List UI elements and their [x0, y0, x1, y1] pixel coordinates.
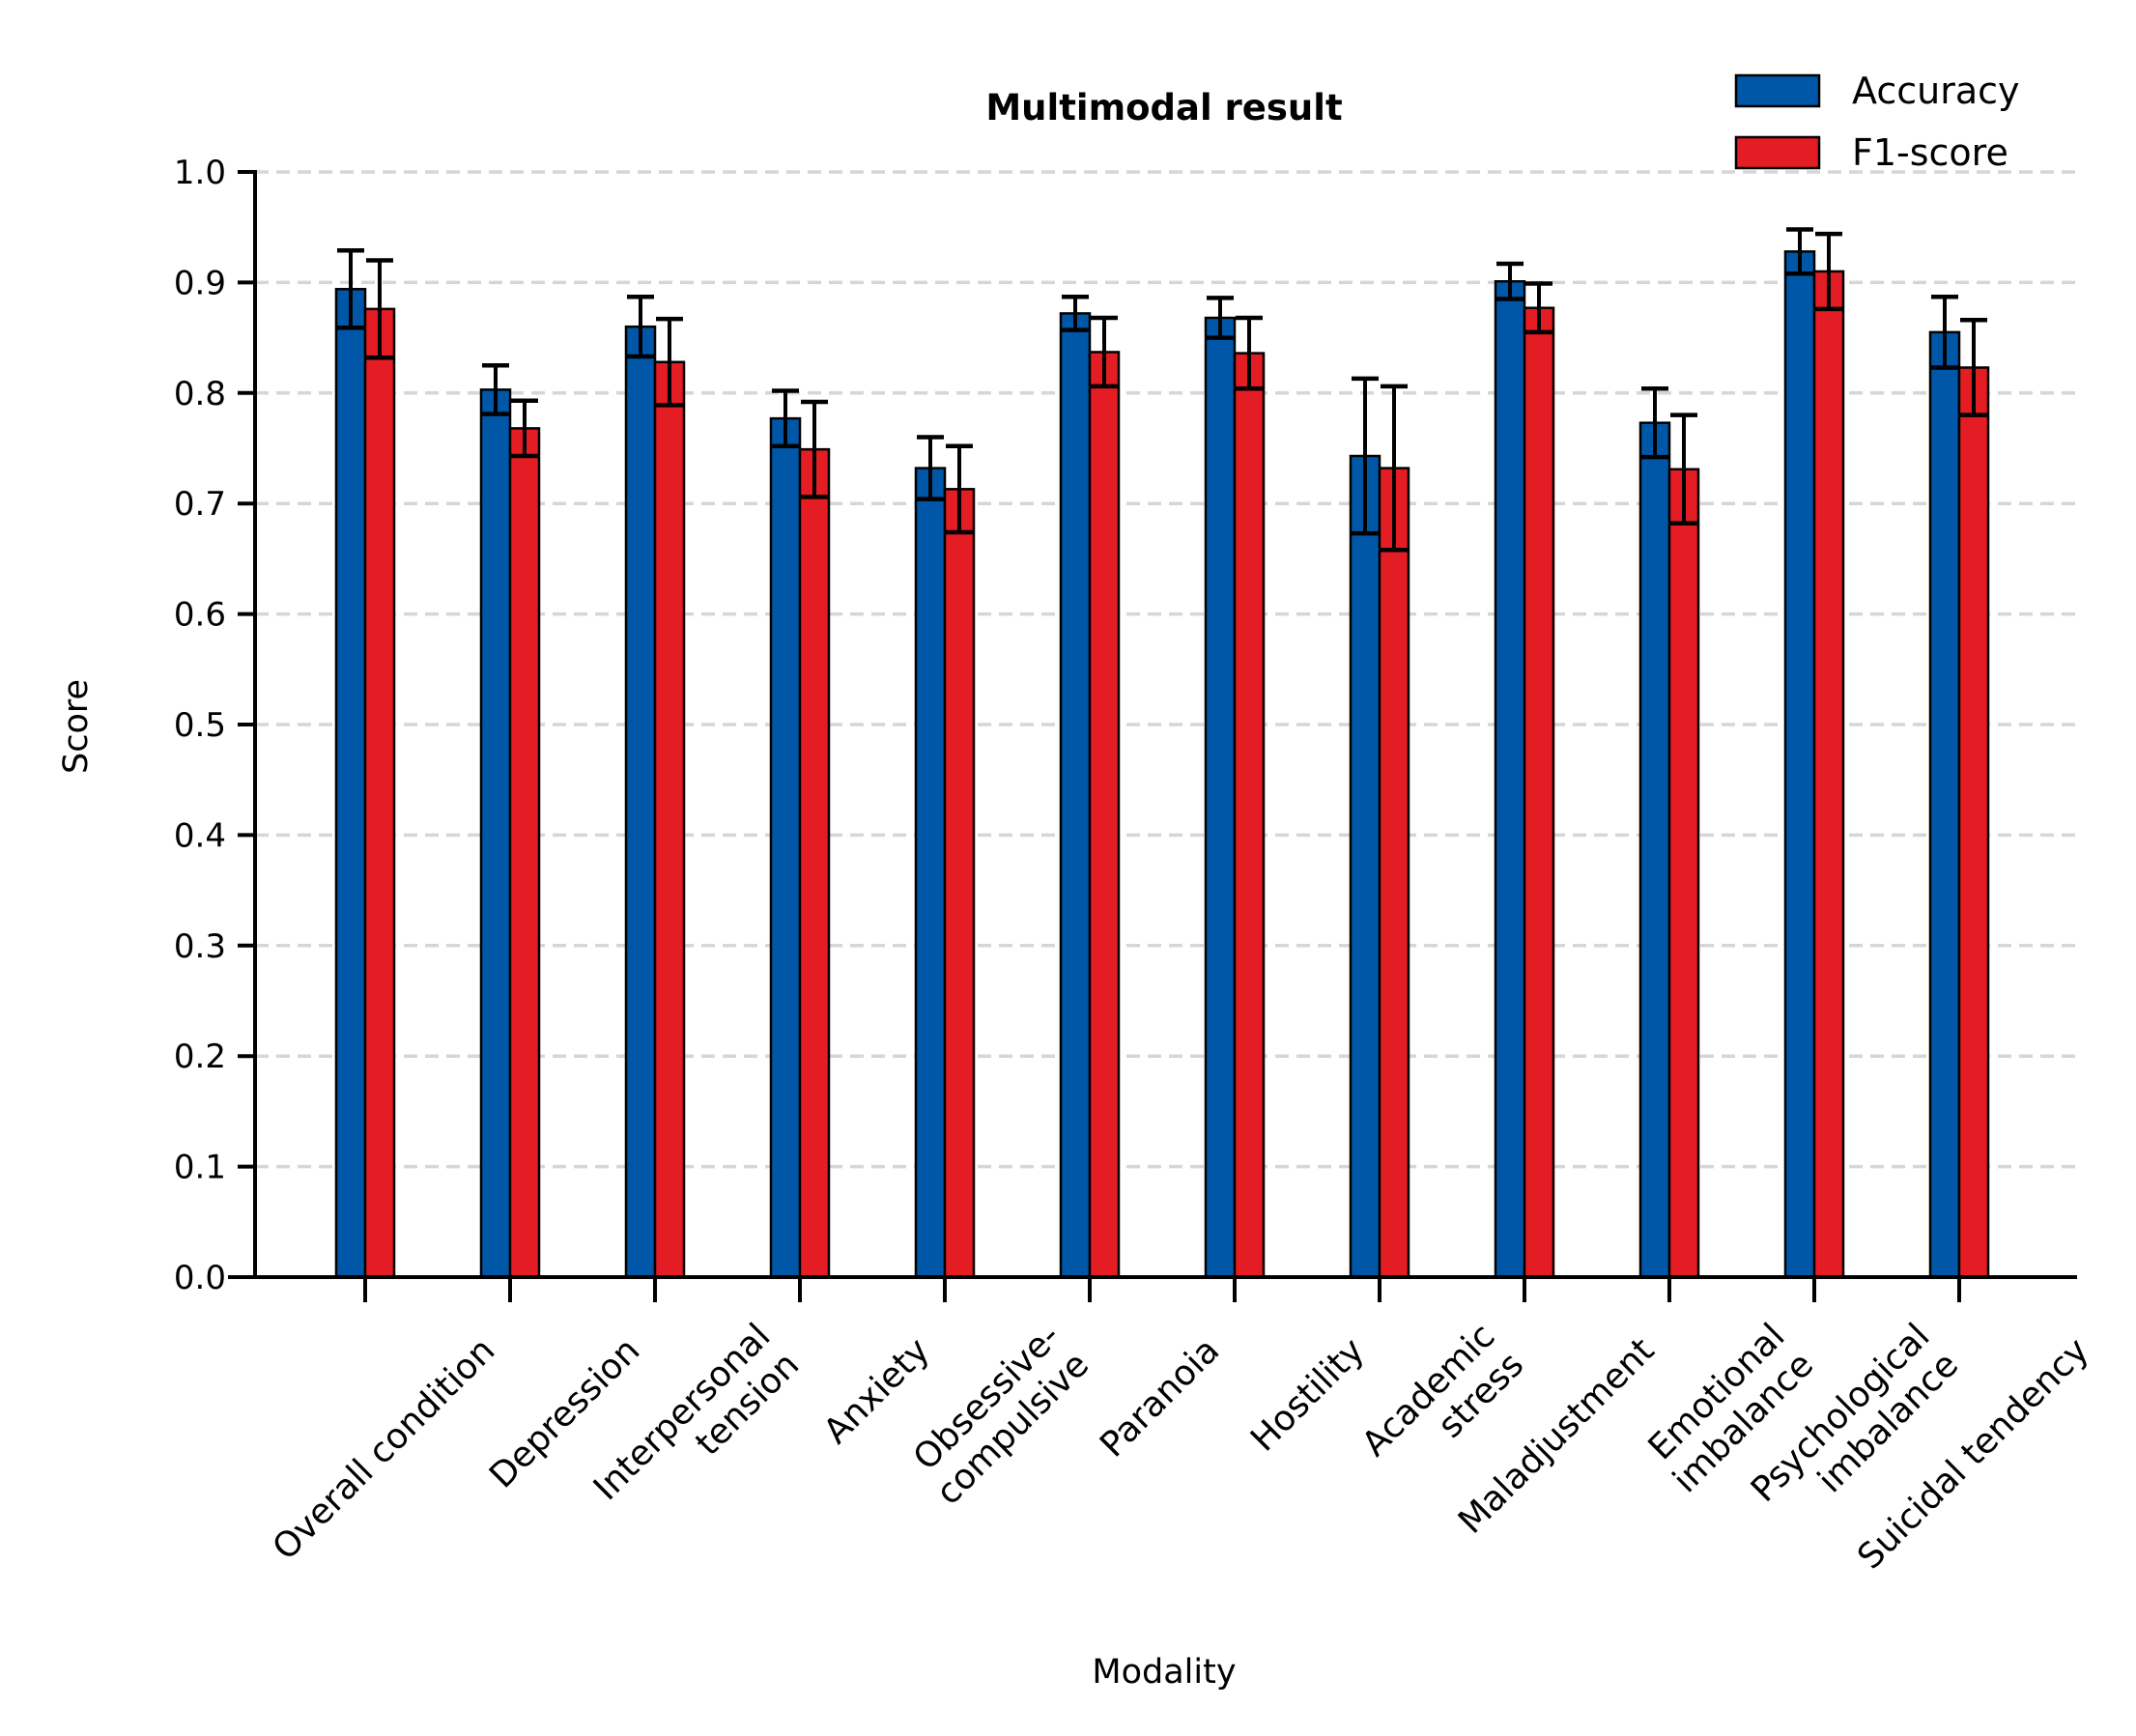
- bar-f1-score: [1233, 352, 1266, 1279]
- bar-f1-score: [943, 488, 976, 1279]
- y-tick-label: 1.0: [174, 154, 226, 192]
- bar-accuracy: [1638, 421, 1671, 1279]
- error-bar: [1815, 231, 1842, 312]
- x-tick-label: Obsessive-compulsive: [900, 1317, 1096, 1513]
- x-tick-labels: Overall conditionDepressionInterpersonal…: [266, 1277, 2096, 1578]
- error-bar: [656, 316, 683, 408]
- error-bar: [917, 435, 944, 501]
- error-bars: [337, 227, 1987, 553]
- bar-accuracy: [1783, 250, 1816, 1279]
- y-tick-label: 0.9: [174, 264, 226, 302]
- bar-f1-score: [363, 307, 396, 1279]
- bar-f1-score: [1523, 306, 1555, 1279]
- error-bar: [366, 258, 393, 360]
- x-tick-label: Anxiety: [816, 1330, 937, 1451]
- x-tick-label: Overall condition: [266, 1330, 503, 1568]
- bar-accuracy: [1204, 316, 1237, 1279]
- gridlines: [255, 170, 2077, 1169]
- error-bar: [1062, 295, 1089, 332]
- y-tick-label: 0.7: [174, 485, 226, 524]
- error-bar: [482, 362, 509, 416]
- bar-accuracy: [914, 467, 947, 1279]
- bar-f1-score: [508, 427, 541, 1279]
- legend-swatch: [1734, 73, 1821, 108]
- y-tick-label: 0.5: [174, 706, 226, 745]
- error-bar: [1931, 295, 1958, 370]
- bar-f1-score: [1957, 366, 1990, 1279]
- bar-accuracy: [1494, 280, 1526, 1279]
- legend-label: Accuracy: [1852, 70, 2020, 112]
- legend-item: Accuracy: [1734, 70, 2020, 112]
- bar-accuracy: [479, 388, 512, 1279]
- error-bar: [1207, 296, 1234, 340]
- bar-f1-score: [1812, 270, 1845, 1279]
- legend: Accuracy F1-score: [1734, 70, 2020, 174]
- error-bar: [511, 398, 538, 459]
- chart-title: Multimodal result: [985, 87, 1342, 128]
- y-tick-label: 0.3: [174, 927, 226, 966]
- error-bar: [1352, 376, 1379, 536]
- bar-accuracy: [769, 416, 802, 1279]
- bar-f1-score: [798, 447, 831, 1279]
- bar-f1-score: [1667, 468, 1700, 1279]
- error-bar: [1525, 281, 1552, 335]
- y-tick-label: 0.0: [174, 1259, 226, 1297]
- legend-item: F1-score: [1734, 131, 2008, 174]
- y-tick-label: 0.8: [174, 375, 226, 413]
- x-tick-label: Hostility: [1243, 1330, 1372, 1459]
- y-tick-label: 0.6: [174, 596, 226, 635]
- error-bar: [1236, 315, 1263, 391]
- x-axis-label: Modality: [1092, 1653, 1236, 1692]
- bar-accuracy: [624, 325, 657, 1279]
- bar-f1-score: [653, 360, 686, 1279]
- error-bar: [772, 388, 799, 448]
- bar-accuracy: [1059, 312, 1092, 1279]
- bar-f1-score: [1088, 351, 1121, 1279]
- error-bar: [1496, 261, 1524, 301]
- error-bar: [1960, 318, 1987, 417]
- y-axis-label: Score: [57, 679, 96, 774]
- y-tick-label: 0.2: [174, 1038, 226, 1076]
- error-bar: [627, 295, 654, 359]
- bar-accuracy: [334, 288, 367, 1279]
- error-bar: [1786, 227, 1813, 276]
- bar-accuracy: [1349, 454, 1381, 1279]
- legend-label: F1-score: [1852, 131, 2008, 174]
- x-tick-label: Paranoia: [1093, 1330, 1227, 1465]
- error-bar: [1381, 384, 1408, 553]
- y-tick-label: 0.1: [174, 1149, 226, 1187]
- bars: [334, 250, 1990, 1279]
- y-tick-labels: 0.0 0.1 0.2 0.3 0.4 0.5 0.6 0.7 0.8 0.9 1.0: [174, 154, 255, 1297]
- bar-accuracy: [1928, 330, 1961, 1279]
- error-bar: [1670, 413, 1697, 526]
- error-bar: [337, 247, 364, 330]
- bar-f1-score: [1378, 467, 1410, 1279]
- error-bar: [1641, 385, 1668, 460]
- error-bar: [1091, 315, 1118, 389]
- error-bar: [801, 399, 828, 499]
- y-tick-label: 0.4: [174, 816, 226, 855]
- legend-swatch: [1734, 135, 1821, 170]
- error-bar: [946, 443, 973, 535]
